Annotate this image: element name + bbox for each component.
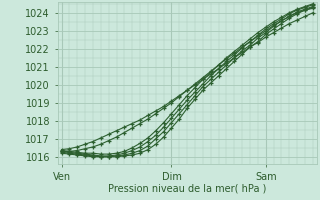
- X-axis label: Pression niveau de la mer( hPa ): Pression niveau de la mer( hPa ): [108, 183, 266, 193]
